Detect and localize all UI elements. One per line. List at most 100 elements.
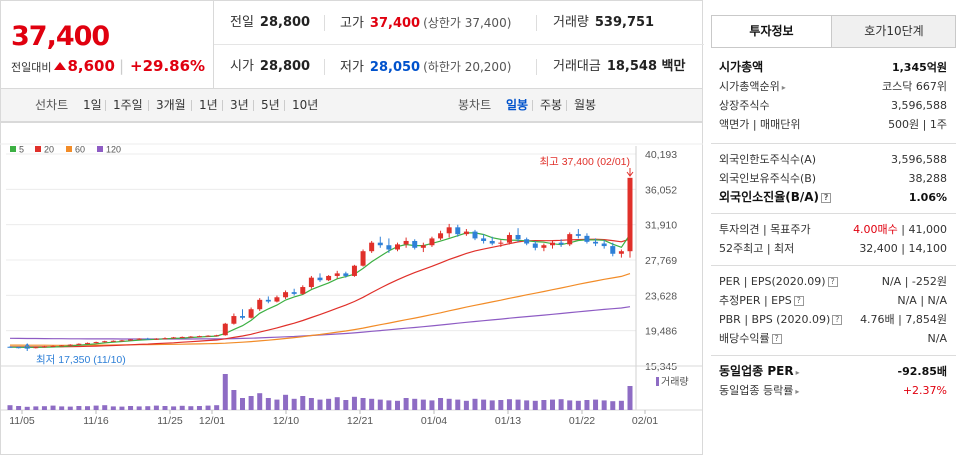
high-label: 고가 [340,16,364,31]
volume-bar [627,386,633,410]
open-label: 시가 [230,59,254,74]
volume-bar [575,400,581,410]
volume-bar [472,398,478,410]
x-tick-label: 01/22 [569,415,595,427]
section-divider [711,143,956,144]
info-row-label[interactable]: 동일업종 등락률 ▸ [719,384,800,397]
x-tick-label: 12/10 [273,415,299,427]
candle-chart-label: 봉차트 [458,98,492,112]
help-icon[interactable]: ? [793,296,804,306]
candle-body [481,238,487,241]
info-row-label: 52주최고 | 최저 [719,242,795,255]
candle-body [550,242,555,246]
candle-body [463,231,469,235]
info-row: 외국인보유주식수(B) 38,288 [719,170,947,187]
candle-body [317,277,323,281]
volume-bar [610,401,616,410]
help-icon[interactable]: ? [821,193,832,203]
candle-body [429,238,435,246]
volume-bar [412,398,418,410]
low-label: 저가 [340,60,364,75]
candle-body [274,297,280,302]
candle-body [558,242,564,245]
info-row-label[interactable]: 시가총액순위 ▸ [719,80,786,93]
volume-bar [188,406,194,410]
volume-bar [205,405,211,410]
candle-body [110,340,116,342]
legend-label: 120 [106,145,121,155]
info-row: 배당수익률? N/A [719,330,947,347]
volume-bar [463,400,469,410]
volume-bar [455,399,461,410]
candle-body [240,316,245,318]
volume-bar [240,398,245,410]
candle-body [50,345,56,347]
volume-bar [41,406,47,410]
candle-chart-area[interactable]: 5 20 60 120 40,193 36,052 31,910 27,769 23,628 19… [0,122,703,455]
candle-body [119,340,125,342]
volume-bar [300,396,306,410]
open-value: 28,800 [259,59,311,74]
candle-body [472,231,478,239]
volume-bar [481,399,487,410]
info-row-value: N/A [927,332,947,345]
volume-bar [489,400,495,410]
candle-body [395,244,400,250]
help-icon[interactable]: ? [832,315,843,325]
volume-bar [403,398,409,410]
volume-bar [119,406,125,410]
max-annotation: 최고 37,400 (02/01) [539,156,630,168]
divider [532,100,533,111]
candle-body [386,245,392,250]
help-icon[interactable]: ? [771,334,782,344]
volume-bar [334,397,340,410]
volume-bar [498,400,504,410]
info-row: 시가총액 1,345억원 [719,59,947,76]
tab-investment-info[interactable]: 투자정보 [712,16,832,47]
candle-body [196,336,202,338]
investment-info-panel: 투자정보 호가10단계 시가총액 1,345억원 시가총액순위 ▸ 코스닥 667위 상장… [711,15,956,455]
candle-body [102,341,108,343]
candle-body [300,287,306,294]
info-row-label[interactable]: 동일업종 PER ▸ [719,364,800,378]
help-icon[interactable]: ? [827,277,838,287]
tab-period-1w[interactable]: 1주일 [113,98,143,112]
candle-body [360,251,366,266]
open-price: 시가 28,800 [230,45,310,89]
tab-period-1y[interactable]: 1년 [199,98,218,112]
info-row-value: 1.06% [908,191,947,204]
volume-bar [601,400,607,410]
info-row: PER | EPS(2020.09)? N/A | -252원 [719,273,947,290]
info-row-value: +2.37% [902,384,947,397]
tab-period-5y[interactable]: 5년 [261,98,280,112]
tab-candle-daily[interactable]: 일봉 [506,98,529,112]
volume-bar [7,405,13,410]
candle-body [532,243,538,248]
candle-body [231,316,237,324]
info-row-label: 추정PER | EPS? [719,292,804,309]
info-row-label: 투자의견 | 목표주가 [719,223,811,236]
divider [566,100,567,111]
volume-bar [110,406,116,410]
tab-candle-weekly[interactable]: 주봉 [540,98,563,112]
volume-bar [93,405,99,410]
volume-bar [136,406,142,410]
candle-chart[interactable]: 5 20 60 120 40,193 36,052 31,910 27,769 23,628 19… [0,122,703,455]
high-value: 37,400 [369,16,421,31]
tab-period-10y[interactable]: 10년 [292,98,319,112]
tab-candle-monthly[interactable]: 월봉 [574,98,597,112]
volume-bar [395,400,400,410]
tab-orderbook-10[interactable]: 호가10단계 [864,24,924,38]
up-arrow-icon [54,62,67,70]
info-row: 추정PER | EPS? N/A | N/A [719,292,947,309]
candle-body [506,234,512,243]
candle-body [257,299,263,310]
tab-period-3y[interactable]: 3년 [230,98,249,112]
volume-bar [128,406,134,410]
candle-body [369,242,375,252]
legend-swatch [66,146,72,152]
change-separator: | [118,57,124,75]
tab-period-3m[interactable]: 3개월 [156,98,186,112]
tab-period-1d[interactable]: 1일 [83,98,102,112]
candle-body [446,227,452,234]
